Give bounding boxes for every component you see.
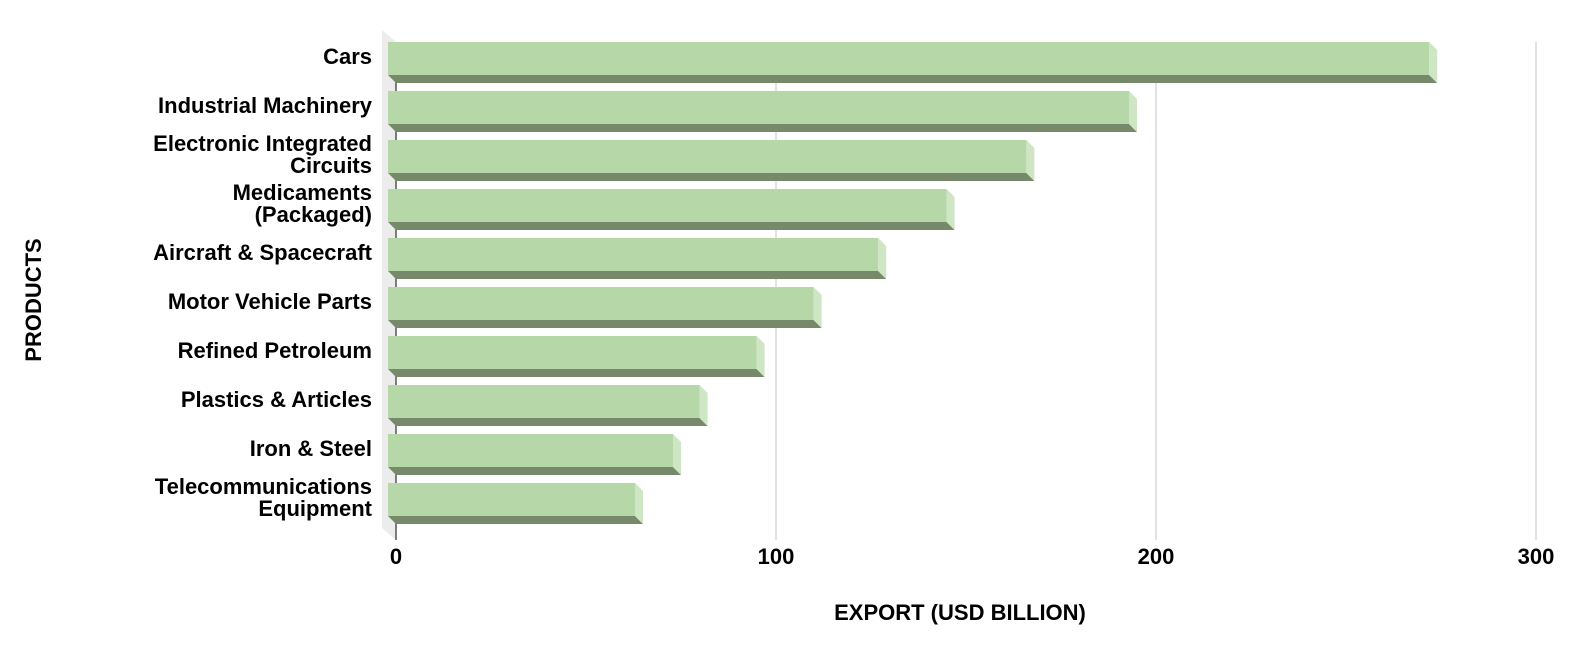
bar-front <box>388 434 673 467</box>
bar <box>388 434 681 475</box>
y-tick-label: Cars <box>323 44 372 69</box>
y-axis-title: PRODUCTS <box>21 238 46 361</box>
bar-side <box>946 189 955 230</box>
bar-bottom <box>388 320 822 328</box>
bar-bottom <box>388 516 643 524</box>
bar <box>388 42 1438 83</box>
y-tick-label: Refined Petroleum <box>177 338 372 363</box>
bar-side <box>635 483 643 524</box>
bar-front <box>388 189 947 222</box>
bar <box>388 385 708 426</box>
bar-bottom <box>388 369 765 377</box>
bar-side <box>1026 140 1035 181</box>
bar-bottom <box>388 418 708 426</box>
bar-bottom <box>388 124 1137 132</box>
bar-bottom <box>388 75 1438 83</box>
x-axis-title: EXPORT (USD BILLION) <box>834 600 1086 625</box>
y-tick-label: Electronic Integrated Circuits <box>153 131 372 178</box>
bar-bottom <box>388 271 887 279</box>
y-tick-label: Plastics & Articles <box>180 387 372 412</box>
bar-side <box>1429 42 1438 83</box>
bar-side <box>878 238 887 279</box>
bar <box>388 238 887 279</box>
x-tick-label: 0 <box>390 544 402 569</box>
bar <box>388 189 955 230</box>
bar <box>388 483 643 524</box>
bar-front <box>388 140 1027 173</box>
bar <box>388 91 1137 132</box>
bar-front <box>388 483 635 516</box>
bar-front <box>388 287 814 320</box>
bar-front <box>388 238 879 271</box>
bar-bottom <box>388 222 955 230</box>
bar-side <box>699 385 708 426</box>
y-tick-label: Medicaments (Packaged) <box>232 180 372 227</box>
y-tick-label: Aircraft & Spacecraft <box>153 240 372 265</box>
bar-side <box>756 336 765 377</box>
bar-side <box>673 434 681 475</box>
bar-front <box>388 385 700 418</box>
y-tick-label: Iron & Steel <box>249 436 372 461</box>
y-tick-label: Motor Vehicle Parts <box>167 289 372 314</box>
y-tick-label: Industrial Machinery <box>158 93 372 118</box>
bar-side <box>813 287 822 328</box>
bar <box>388 140 1035 181</box>
bar <box>388 287 822 328</box>
bar-front <box>388 91 1129 124</box>
x-tick-label: 200 <box>1138 544 1175 569</box>
bar <box>388 336 765 377</box>
bar-front <box>388 42 1430 75</box>
x-tick-label: 100 <box>758 544 795 569</box>
bar-bottom <box>388 467 681 475</box>
y-tick-label: Telecommunications Equipment <box>154 474 372 521</box>
bar-front <box>388 336 757 369</box>
x-tick-label: 300 <box>1518 544 1555 569</box>
bar-bottom <box>388 173 1035 181</box>
bar-side <box>1129 91 1137 132</box>
